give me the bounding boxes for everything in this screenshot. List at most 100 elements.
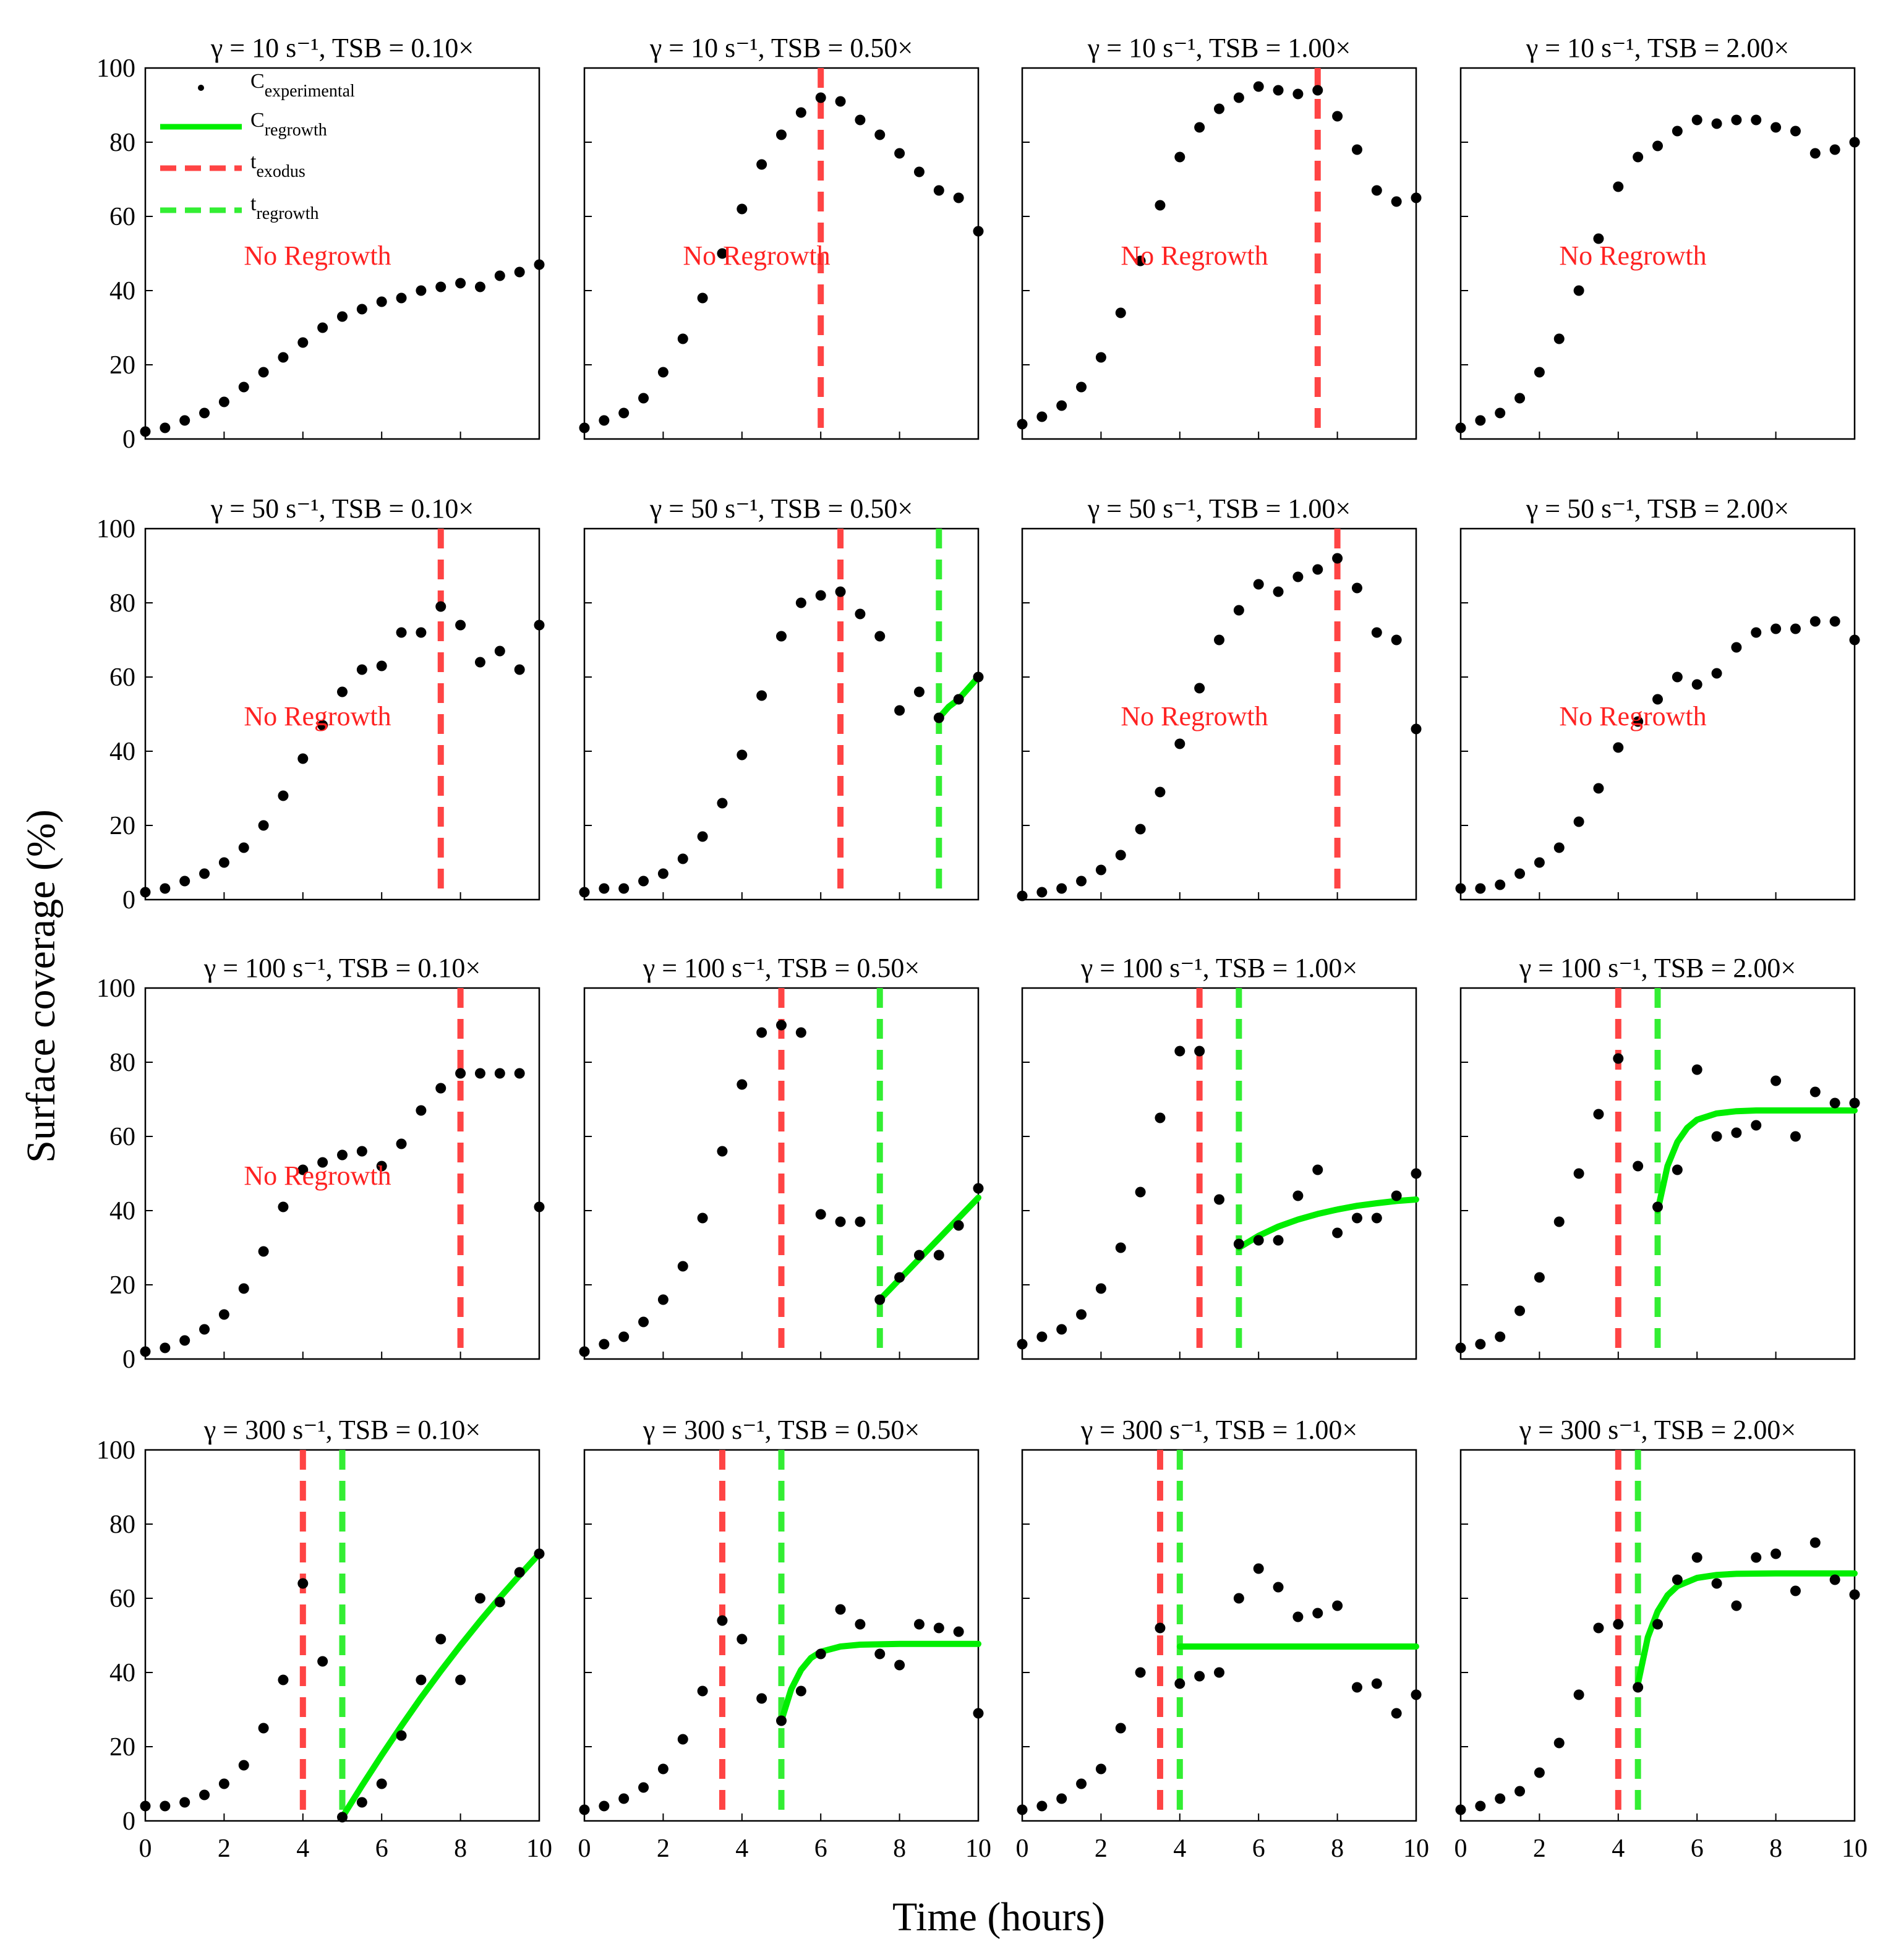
data-point bbox=[1711, 668, 1722, 679]
subplot: γ = 50 s⁻¹, TSB = 1.00× No Regrowth bbox=[1017, 493, 1422, 901]
data-point bbox=[1475, 415, 1486, 426]
data-point bbox=[1312, 564, 1323, 575]
y-tick-label: 100 bbox=[96, 515, 135, 543]
data-point bbox=[1115, 1723, 1126, 1734]
data-point bbox=[1095, 864, 1106, 876]
data-point bbox=[894, 1272, 905, 1283]
data-point bbox=[1155, 200, 1166, 211]
data-point bbox=[258, 820, 269, 831]
data-point bbox=[795, 597, 806, 608]
data-point bbox=[1849, 137, 1860, 148]
data-point bbox=[179, 415, 190, 426]
data-point bbox=[1593, 783, 1604, 794]
data-point bbox=[435, 601, 446, 612]
data-point bbox=[1332, 1600, 1343, 1611]
data-point bbox=[317, 322, 328, 333]
y-tick-label: 0 bbox=[122, 1807, 135, 1836]
data-point bbox=[599, 883, 610, 894]
data-point bbox=[140, 887, 151, 898]
data-point bbox=[1076, 1309, 1087, 1320]
data-point bbox=[1613, 181, 1624, 192]
data-point bbox=[534, 1201, 545, 1212]
data-point bbox=[1849, 1589, 1860, 1600]
no-regrowth-annotation: No Regrowth bbox=[244, 701, 391, 731]
data-point bbox=[1214, 1194, 1224, 1205]
data-point bbox=[1593, 1622, 1604, 1634]
subplot: γ = 100 s⁻¹, TSB = 1.00× bbox=[1017, 953, 1422, 1360]
data-point bbox=[1652, 1201, 1663, 1212]
subplot: γ = 300 s⁻¹, TSB = 0.10×0 2 4 6 8 10020406080… bbox=[96, 1415, 552, 1863]
data-point bbox=[618, 407, 630, 419]
y-tick-label: 20 bbox=[109, 812, 135, 840]
data-point bbox=[1391, 634, 1402, 646]
subplot: γ = 10 s⁻¹, TSB = 1.00× No Regrowth bbox=[1017, 33, 1422, 440]
subplot: γ = 100 s⁻¹, TSB = 0.50× bbox=[579, 953, 984, 1360]
data-point bbox=[618, 883, 630, 894]
data-point bbox=[1534, 367, 1545, 378]
data-point bbox=[1273, 586, 1284, 597]
subplot-title: γ = 300 s⁻¹, TSB = 0.50× bbox=[643, 1415, 920, 1445]
data-point bbox=[1829, 616, 1840, 627]
data-point bbox=[737, 1634, 748, 1645]
data-point bbox=[1672, 671, 1683, 683]
data-point bbox=[1351, 144, 1362, 155]
data-point bbox=[579, 1804, 590, 1815]
data-point bbox=[1553, 1737, 1565, 1749]
data-point bbox=[435, 1634, 446, 1645]
y-tick-label: 100 bbox=[96, 1436, 135, 1465]
x-tick-label: 6 bbox=[1252, 1834, 1265, 1863]
data-point bbox=[697, 1212, 708, 1224]
data-point bbox=[677, 1734, 688, 1745]
data-point bbox=[494, 1068, 505, 1079]
data-point bbox=[1672, 1164, 1683, 1175]
x-tick-label: 8 bbox=[893, 1834, 906, 1863]
data-point bbox=[1809, 616, 1821, 627]
data-point bbox=[835, 96, 846, 107]
data-point bbox=[1174, 151, 1185, 163]
data-point bbox=[1194, 683, 1205, 694]
data-point bbox=[376, 296, 387, 307]
data-point bbox=[855, 608, 866, 620]
data-point bbox=[356, 304, 367, 315]
data-point bbox=[1573, 285, 1584, 296]
y-tick-label: 60 bbox=[109, 663, 135, 692]
data-point bbox=[455, 620, 466, 631]
data-point bbox=[874, 631, 886, 642]
legend-entry: Cregrowth bbox=[160, 109, 327, 140]
data-point bbox=[1455, 1804, 1466, 1815]
data-point bbox=[657, 1294, 668, 1305]
data-point bbox=[179, 876, 190, 887]
data-point bbox=[396, 627, 407, 638]
y-tick-label: 0 bbox=[122, 425, 135, 454]
data-point bbox=[953, 1626, 964, 1637]
data-point bbox=[1095, 1763, 1106, 1775]
data-point bbox=[1751, 1120, 1762, 1131]
subplot-title: γ = 10 s⁻¹, TSB = 1.00× bbox=[1087, 33, 1351, 63]
data-point bbox=[1553, 842, 1565, 853]
data-point bbox=[199, 1789, 210, 1800]
data-point bbox=[579, 422, 590, 433]
legend-entry: texodus bbox=[160, 150, 305, 181]
subplot: γ = 10 s⁻¹, TSB = 0.50× No Regrowth bbox=[579, 33, 984, 440]
data-point bbox=[337, 686, 348, 697]
no-regrowth-annotation: No Regrowth bbox=[683, 241, 830, 271]
data-point bbox=[1253, 81, 1264, 92]
subplot: γ = 10 s⁻¹, TSB = 2.00× No Regrowth bbox=[1455, 33, 1860, 440]
data-point bbox=[396, 1138, 407, 1149]
data-point bbox=[1829, 144, 1840, 155]
data-point bbox=[973, 1708, 984, 1719]
data-point bbox=[756, 1693, 767, 1704]
data-point bbox=[835, 1216, 846, 1227]
subplot: γ = 300 s⁻¹, TSB = 1.00× 0 2 4 6 8 10 bbox=[1016, 1415, 1430, 1863]
data-point bbox=[1135, 255, 1146, 266]
data-point bbox=[317, 720, 328, 731]
data-point bbox=[973, 226, 984, 237]
data-point bbox=[1332, 1227, 1343, 1238]
y-tick-label: 40 bbox=[109, 738, 135, 766]
y-tick-label: 80 bbox=[109, 1049, 135, 1077]
y-tick-label: 80 bbox=[109, 589, 135, 618]
data-point bbox=[218, 1309, 229, 1320]
data-point bbox=[514, 1567, 525, 1578]
data-point bbox=[1135, 1667, 1146, 1678]
data-point bbox=[494, 646, 505, 657]
